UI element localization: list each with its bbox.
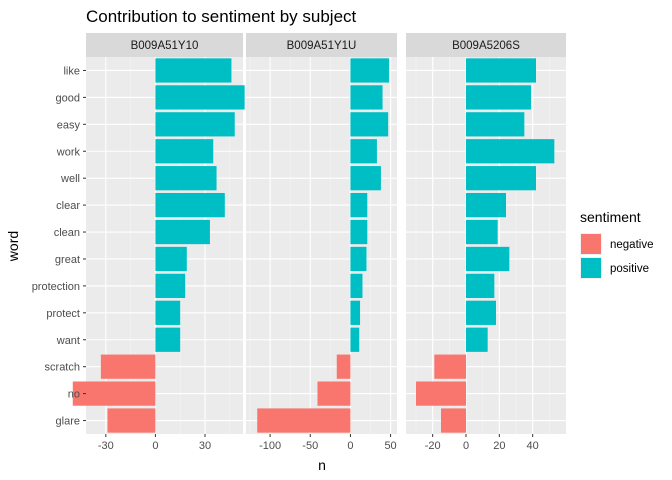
bar [466,246,510,272]
y-tick-label: easy [57,119,81,131]
bar [155,85,245,110]
y-tick-label: great [55,254,80,266]
y-tick-label: scratch [45,362,80,374]
x-tick-label: 50 [384,440,396,452]
y-tick-label: glare [56,416,80,428]
bar [434,354,466,379]
bar [155,273,186,299]
facet-strip [246,33,397,57]
y-tick-label: good [56,92,80,104]
y-tick-label: protection [32,281,80,293]
x-tick-label: 0 [152,440,158,452]
facet-strip-label: B009A5206S [452,40,520,52]
bar [155,219,210,245]
bar [350,327,360,352]
y-axis-title: word [5,231,21,262]
x-tick-label: -30 [98,440,114,452]
facet-panel: B009A51Y1U -100 -50 0 50 [246,33,397,452]
bar [441,408,466,433]
bar [466,219,498,245]
legend: sentiment negative positive [580,209,653,279]
bar [466,166,536,191]
y-axis-ticks: like good easy work well clear clean great prote… [32,65,86,428]
facet-strip [406,33,566,57]
bar [350,58,389,83]
y-tick-label: clear [56,200,80,212]
bar [336,354,351,379]
bar [100,354,156,379]
facet-strip [86,33,243,57]
bar [466,192,506,218]
bar [350,219,368,245]
facet-strip-label: B009A51Y1U [287,40,357,52]
bar [107,408,156,433]
y-tick-label: clean [54,227,80,239]
x-tick-label: -20 [425,440,441,452]
x-tick-label: -50 [302,440,318,452]
x-tick-label: 30 [199,440,211,452]
x-tick-label: 40 [527,440,539,452]
y-tick-label: protect [46,308,80,320]
y-tick-label: want [56,335,80,347]
bar [155,192,225,218]
bar [155,58,232,83]
facet-panel: B009A5206S -20 0 20 40 [406,33,566,452]
bar [155,246,187,272]
x-axis-title: n [318,457,326,473]
bar [257,408,351,433]
bar [350,192,368,218]
bar [155,139,214,164]
legend-swatch [581,234,601,254]
bar [466,300,496,325]
bar [72,381,156,406]
bar [350,300,361,325]
bar [350,166,381,191]
y-tick-label: work [56,146,81,158]
bar [466,112,525,137]
y-tick-label: like [63,65,80,77]
chart-title: Contribution to sentiment by subject [86,7,357,26]
bar [155,166,217,191]
bar [155,112,235,137]
bar [317,381,351,406]
facet-panel: B009A51Y10 -30 0 30 [72,33,245,452]
x-tick-label: 0 [347,440,353,452]
bar [466,327,488,352]
bar [416,381,466,406]
legend-swatch [581,258,601,278]
bar [155,327,181,352]
bar [350,273,363,299]
x-tick-label: 0 [463,440,469,452]
bar [350,246,367,272]
x-tick-label: -100 [259,440,281,452]
legend-label: positive [610,263,649,275]
bar [466,85,531,110]
bar [466,273,495,299]
bar [350,85,383,110]
bar [155,300,181,325]
bar [350,139,377,164]
legend-label: negative [610,239,653,251]
bar [466,139,555,164]
y-tick-label: well [60,173,80,185]
facet-strip-label: B009A51Y10 [131,40,199,52]
y-tick-label: no [68,389,80,401]
x-tick-label: 20 [493,440,505,452]
legend-title: sentiment [580,209,641,225]
bar [466,58,536,83]
bar [350,112,389,137]
